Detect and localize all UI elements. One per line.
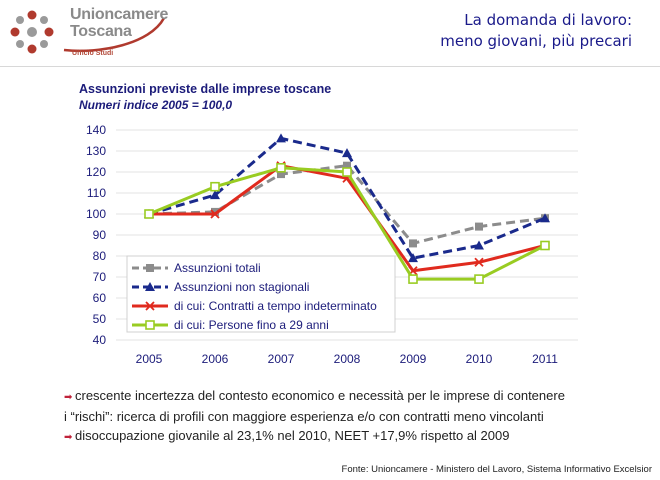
unioncamere-logo-icon <box>10 10 54 54</box>
x-tick-label: 2009 <box>400 352 427 366</box>
x-tick-label: 2008 <box>334 352 361 366</box>
x-tick-label: 2010 <box>466 352 493 366</box>
legend-box <box>126 255 396 333</box>
legend-label: di cui: Contratti a tempo indeterminato <box>174 299 377 313</box>
y-tick-label: 90 <box>93 228 107 242</box>
brand-subtitle: Ufficio Studi <box>72 50 114 57</box>
note-item: ➡ crescente incertezza del contesto econo… <box>64 386 654 407</box>
y-tick-label: 130 <box>86 144 106 158</box>
legend-marker <box>145 301 155 311</box>
note-text: disoccupazione giovanile al 23,1% nel 20… <box>75 428 510 443</box>
data-point <box>408 253 418 263</box>
data-point <box>276 133 286 143</box>
data-point <box>210 190 220 200</box>
brand-swoosh-icon <box>63 17 166 53</box>
y-tick-label: 50 <box>93 312 107 326</box>
y-tick-label: 140 <box>86 123 106 137</box>
x-tick-label: 2005 <box>136 352 163 366</box>
legend-marker <box>145 282 155 291</box>
legend-marker <box>146 264 154 272</box>
x-tick-label: 2006 <box>202 352 229 366</box>
y-tick-label: 40 <box>93 333 107 347</box>
data-point <box>276 163 286 173</box>
source-note: Fonte: Unioncamere - Ministero del Lavor… <box>341 464 652 475</box>
page-title: La domanda di lavoro: meno giovani, più … <box>440 10 632 52</box>
data-point <box>343 161 351 170</box>
x-tick-label: 2007 <box>268 352 295 366</box>
note-text: i “rischi”: ricerca di profili con maggi… <box>64 409 544 424</box>
data-point <box>474 257 484 267</box>
chart-series <box>144 133 550 284</box>
legend-marker <box>145 320 155 330</box>
note-item: ➡ disoccupazione giovanile al 23,1% nel 2… <box>64 426 654 447</box>
notes: ➡ crescente incertezza del contesto econo… <box>64 386 654 447</box>
chart-subtitle: Numeri indice 2005 = 100,0 <box>79 98 233 112</box>
x-tick-label: 2011 <box>532 352 558 366</box>
series-group <box>144 133 550 263</box>
data-point <box>210 209 220 219</box>
page-title-line1: La domanda di lavoro: <box>464 11 632 29</box>
y-tick-label: 110 <box>87 186 106 200</box>
legend-label: Assunzioni totali <box>174 261 261 275</box>
y-tick-label: 120 <box>86 165 106 179</box>
y-tick-label: 70 <box>93 270 107 284</box>
line-chart: 140 130 120 110 100 90 80 70 60 50 40 2005 2006 2007… <box>86 123 578 366</box>
arrow-right-icon: ➡ <box>64 392 73 403</box>
y-tick-label: 60 <box>93 291 107 305</box>
data-point <box>474 274 484 284</box>
header: Unioncamere Toscana Ufficio Studi La dom… <box>0 0 660 67</box>
data-point <box>408 274 418 284</box>
y-tick-label: 80 <box>93 249 107 263</box>
y-tick-label: 100 <box>86 207 106 221</box>
brand-line1: Unioncamere <box>70 6 169 23</box>
x-axis-ticks: 2005 2006 2007 2008 2009 2010 2011 <box>136 352 559 366</box>
data-point <box>211 207 219 216</box>
arrow-right-icon: ➡ <box>64 432 73 443</box>
series-line <box>149 164 546 273</box>
data-point <box>474 240 484 250</box>
chart-title: Assunzioni previste dalle imprese toscan… <box>79 82 332 96</box>
page-title-line2: meno giovani, più precari <box>440 32 632 50</box>
legend-label: Assunzioni non stagionali <box>174 280 309 294</box>
legend-label: di cui: Persone fino a 29 anni <box>174 318 329 332</box>
data-point <box>210 181 220 192</box>
brand-name: Unioncamere Toscana <box>70 6 168 40</box>
series-group <box>144 163 550 284</box>
y-axis-ticks: 140 130 120 110 100 90 80 70 60 50 40 <box>86 123 106 347</box>
data-point <box>540 213 550 223</box>
chart-legend: Assunzioni totali Assunzioni non stagiona… <box>126 255 396 333</box>
brand-line2: Toscana <box>70 23 132 40</box>
data-point <box>342 167 352 177</box>
data-point <box>540 240 550 251</box>
data-point <box>342 148 352 158</box>
note-item-continued: i “rischi”: ricerca di profili con maggi… <box>64 407 654 426</box>
note-text: crescente incertezza del contesto econom… <box>75 388 565 403</box>
data-point <box>277 170 285 179</box>
data-point <box>409 239 417 248</box>
data-point <box>144 209 154 219</box>
data-point <box>475 222 483 231</box>
